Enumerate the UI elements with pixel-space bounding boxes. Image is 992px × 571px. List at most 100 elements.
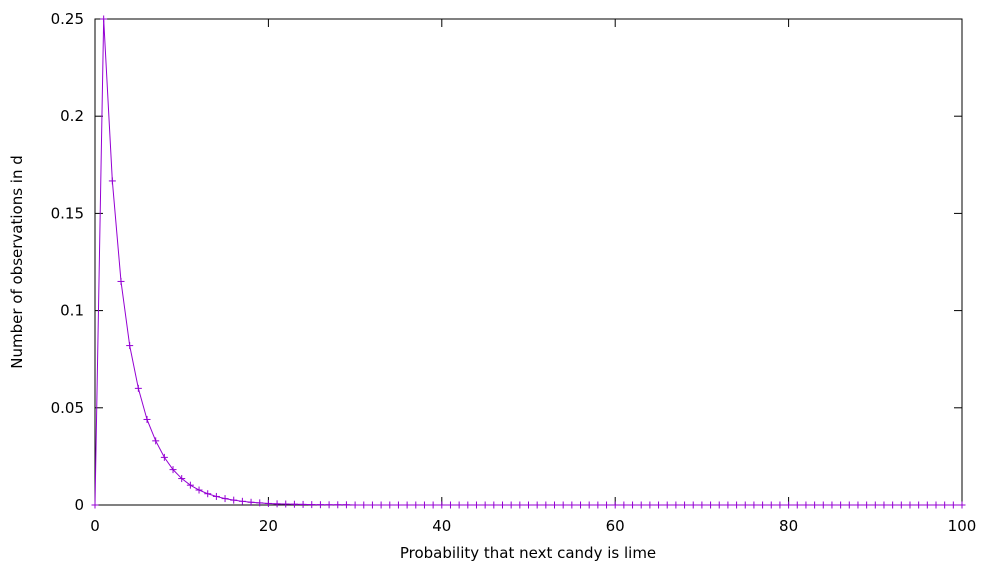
data-point-marker [577, 501, 585, 509]
series-line [94, 18, 962, 506]
data-point-marker [655, 501, 663, 509]
data-point-marker [91, 501, 99, 509]
x-tick-label: 20 [259, 517, 278, 535]
data-point-marker [360, 501, 368, 509]
data-point-marker [941, 501, 949, 509]
data-point-marker [802, 501, 810, 509]
data-point-marker [316, 501, 324, 509]
data-point-marker [594, 501, 602, 509]
data-point-marker [290, 500, 298, 508]
data-point-marker [897, 501, 905, 509]
axis-tick-labels: 0 20 40 60 80 100 0 0.05 0.1 0.15 0.2 0.25 [51, 10, 977, 535]
data-point-marker [472, 501, 480, 509]
data-point-marker [204, 490, 212, 498]
x-tick-label: 100 [948, 517, 977, 535]
data-point-marker [681, 501, 689, 509]
data-point-marker [837, 501, 845, 509]
x-tick-label: 40 [432, 517, 451, 535]
data-point-marker [958, 501, 966, 509]
data-point-marker [308, 501, 316, 509]
y-tick-label: 0 [74, 496, 84, 514]
data-point-marker [178, 475, 186, 483]
data-point-marker [412, 501, 420, 509]
x-axis-label: Probability that next candy is lime [400, 544, 656, 562]
data-point-marker [152, 437, 160, 445]
data-point-marker [446, 501, 454, 509]
data-point-marker [351, 501, 359, 509]
data-point-marker [871, 501, 879, 509]
data-point-marker [212, 492, 220, 500]
series-markers [91, 15, 966, 509]
data-point-marker [559, 501, 567, 509]
data-point-marker [663, 501, 671, 509]
data-point-marker [759, 501, 767, 509]
data-point-marker [629, 501, 637, 509]
data-point-marker [819, 501, 827, 509]
data-point-marker [238, 497, 246, 505]
x-tick-label: 0 [90, 517, 100, 535]
data-point-marker [585, 501, 593, 509]
data-point-marker [464, 501, 472, 509]
y-tick-label: 0.25 [51, 10, 84, 28]
data-point-marker [160, 453, 168, 461]
data-point-marker [264, 499, 272, 507]
data-point-marker [282, 500, 290, 508]
data-point-marker [923, 501, 931, 509]
data-point-marker [195, 486, 203, 494]
data-point-marker [299, 500, 307, 508]
data-point-marker [724, 501, 732, 509]
data-point-marker [100, 15, 108, 23]
data-point-marker [551, 501, 559, 509]
data-point-marker [715, 501, 723, 509]
data-point-marker [863, 501, 871, 509]
data-point-marker [186, 481, 194, 489]
data-point-marker [126, 342, 134, 350]
data-point-marker [429, 501, 437, 509]
data-point-marker [785, 501, 793, 509]
data-point-marker [542, 501, 550, 509]
data-point-marker [611, 501, 619, 509]
data-point-marker [915, 501, 923, 509]
data-point-marker [689, 501, 697, 509]
data-point-marker [230, 496, 238, 504]
data-point-marker [776, 501, 784, 509]
data-point-marker [143, 415, 151, 423]
data-point-marker [949, 501, 957, 509]
data-point-marker [568, 501, 576, 509]
plot-border [94, 18, 963, 506]
data-point-marker [906, 501, 914, 509]
x-tick-label: 60 [606, 517, 625, 535]
data-point-marker [420, 501, 428, 509]
data-point-marker [828, 501, 836, 509]
data-point-marker [325, 501, 333, 509]
data-point-marker [377, 501, 385, 509]
data-point-marker [438, 501, 446, 509]
data-point-marker [490, 501, 498, 509]
data-point-marker [334, 501, 342, 509]
data-point-marker [342, 501, 350, 509]
data-point-marker [117, 277, 125, 285]
data-point-marker [221, 495, 229, 503]
data-point-marker [733, 501, 741, 509]
data-point-marker [169, 466, 177, 474]
data-point-marker [603, 501, 611, 509]
data-point-marker [646, 501, 654, 509]
data-point-marker [750, 501, 758, 509]
data-point-marker [394, 501, 402, 509]
data-point-marker [880, 501, 888, 509]
y-tick-label: 0.1 [60, 302, 84, 320]
data-point-marker [481, 501, 489, 509]
data-point-marker [741, 501, 749, 509]
x-tick-label: 80 [779, 517, 798, 535]
data-point-marker [403, 501, 411, 509]
data-point-marker [498, 501, 506, 509]
data-point-marker [637, 501, 645, 509]
data-point-marker [698, 501, 706, 509]
data-point-marker [932, 501, 940, 509]
data-point-marker [134, 384, 142, 392]
y-tick-label: 0.2 [60, 107, 84, 125]
data-point-marker [368, 501, 376, 509]
data-point-marker [273, 500, 281, 508]
